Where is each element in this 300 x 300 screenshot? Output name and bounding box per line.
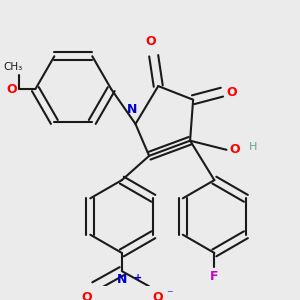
Text: O: O bbox=[152, 291, 163, 300]
Text: O: O bbox=[226, 85, 237, 99]
Text: N: N bbox=[117, 273, 127, 286]
Text: O: O bbox=[81, 291, 92, 300]
Text: +: + bbox=[134, 273, 142, 283]
Text: O: O bbox=[7, 82, 17, 96]
Text: F: F bbox=[210, 270, 219, 283]
Text: ⁻: ⁻ bbox=[166, 288, 172, 300]
Text: CH₃: CH₃ bbox=[3, 62, 22, 72]
Text: N: N bbox=[127, 103, 138, 116]
Text: O: O bbox=[145, 35, 156, 48]
Text: H: H bbox=[249, 142, 258, 152]
Text: O: O bbox=[230, 143, 240, 156]
